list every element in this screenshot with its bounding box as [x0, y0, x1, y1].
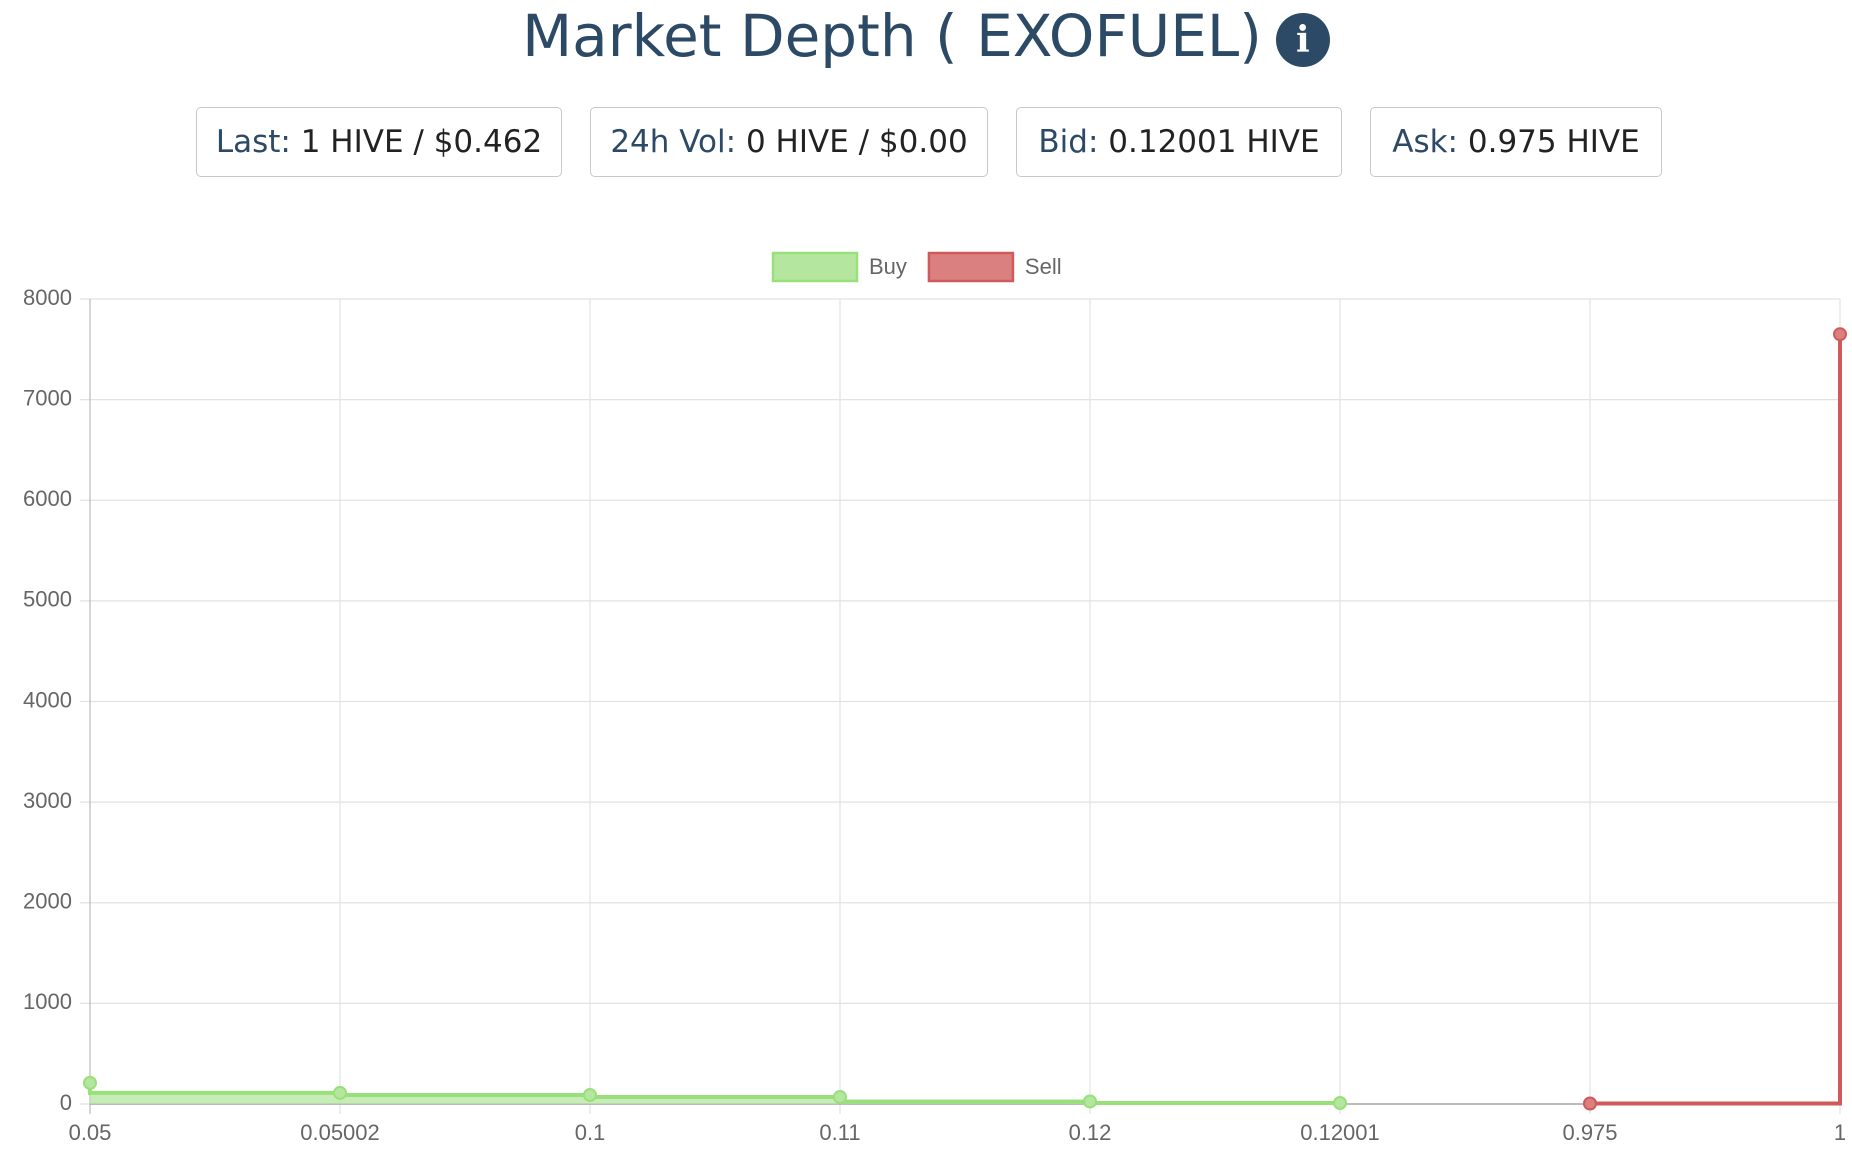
- point: [833, 1089, 847, 1104]
- point: [583, 1087, 597, 1102]
- point: [83, 1075, 97, 1090]
- header: Market Depth ( EXOFUEL) i: [0, 0, 1852, 72]
- stat-label: Last:: [215, 124, 291, 160]
- x-tick-label: 0.05002: [300, 1120, 380, 1145]
- stat-box: Last: 1 HIVE / $0.462: [196, 107, 562, 177]
- legend-label: Sell: [1025, 254, 1062, 279]
- x-tick-label: 0.05: [69, 1120, 112, 1145]
- stat-value: 0.12001 HIVE: [1108, 124, 1320, 160]
- point: [1583, 1096, 1597, 1111]
- y-tick-label: 4000: [23, 687, 72, 712]
- y-tick-label: 8000: [23, 285, 72, 310]
- point: [1833, 327, 1847, 342]
- legend-label: Buy: [869, 254, 907, 279]
- y-tick-label: 7000: [23, 385, 72, 410]
- x-tick-label: 0.11: [819, 1120, 860, 1145]
- stat-label: Ask:: [1392, 124, 1459, 160]
- stat-box: Bid: 0.12001 HIVE: [1016, 107, 1342, 177]
- line: [1590, 334, 1842, 1106]
- title: Market Depth ( EXOFUEL): [522, 2, 1262, 70]
- legend-swatch: [927, 251, 1015, 283]
- info-icon[interactable]: i: [1275, 13, 1330, 67]
- y-tick-label: 5000: [23, 587, 72, 612]
- legend-swatch: [771, 251, 859, 283]
- y-tick-label: 2000: [23, 889, 72, 914]
- y-tick-label: 6000: [23, 486, 72, 511]
- stat-box: Ask: 0.975 HIVE: [1370, 107, 1662, 177]
- area: [1590, 334, 1840, 1104]
- x-tick-label: 0.1: [575, 1120, 606, 1145]
- x-tick-label: 0.12001: [1300, 1120, 1380, 1145]
- stat-label: Bid:: [1038, 124, 1099, 160]
- stat-value: 0 HIVE / $0.00: [745, 124, 968, 160]
- stat-value: 1 HIVE / $0.462: [300, 124, 543, 160]
- point: [333, 1085, 347, 1100]
- x-tick-label: 0.12: [1069, 1120, 1112, 1145]
- x-tick-label: 1: [1834, 1120, 1846, 1145]
- x-tick-label: 0.975: [1562, 1120, 1617, 1145]
- point: [1333, 1095, 1347, 1110]
- y-tick-label: 0: [60, 1090, 72, 1115]
- stat-value: 0.975 HIVE: [1467, 124, 1640, 160]
- stat-label: 24h Vol:: [610, 124, 737, 160]
- point: [1083, 1094, 1097, 1109]
- area: [90, 1082, 1340, 1104]
- y-tick-label: 3000: [23, 788, 72, 813]
- y-tick-label: 1000: [23, 989, 72, 1014]
- stat-box: 24h Vol: 0 HIVE / $0.00: [590, 107, 988, 177]
